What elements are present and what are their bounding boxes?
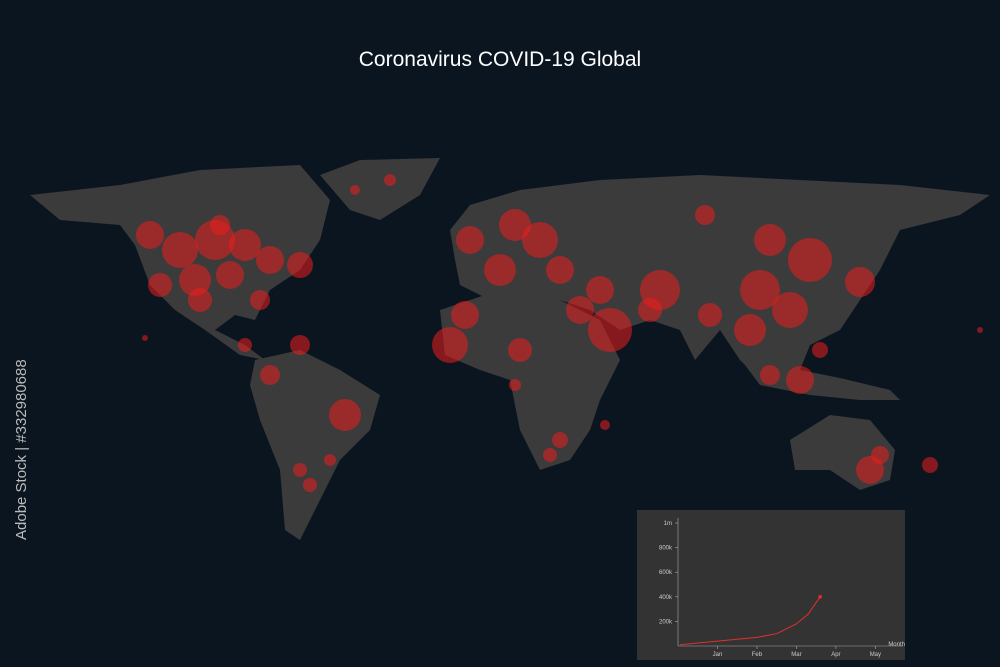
- outbreak-bubble: [256, 246, 284, 274]
- cases-line: [679, 596, 821, 646]
- y-tick-label: 400k: [659, 595, 673, 601]
- x-axis-label: Month: [888, 642, 905, 648]
- outbreak-bubble: [552, 432, 568, 448]
- outbreak-bubble: [142, 335, 148, 341]
- outbreak-bubble: [566, 296, 594, 324]
- outbreak-bubble: [293, 463, 307, 477]
- outbreak-bubble: [698, 303, 722, 327]
- outbreak-bubble: [922, 457, 938, 473]
- south-america: [250, 350, 380, 540]
- bubbles: [136, 174, 983, 492]
- eurasia: [450, 175, 990, 380]
- x-tick-label: Feb: [752, 652, 763, 658]
- indonesia: [745, 365, 900, 400]
- outbreak-bubble: [977, 327, 983, 333]
- outbreak-bubble: [179, 264, 211, 296]
- outbreak-bubble: [695, 205, 715, 225]
- outbreak-bubble: [432, 327, 468, 363]
- stock-id: Adobe Stock | #332980688: [13, 359, 30, 540]
- y-tick-label: 200k: [659, 619, 673, 625]
- outbreak-bubble: [484, 254, 516, 286]
- outbreak-bubble: [522, 222, 558, 258]
- outbreak-bubble: [760, 365, 780, 385]
- outbreak-bubble: [136, 221, 164, 249]
- outbreak-bubble: [250, 290, 270, 310]
- outbreak-bubble: [588, 308, 632, 352]
- y-tick-label: 800k: [659, 546, 673, 552]
- outbreak-bubble: [229, 229, 261, 261]
- outbreak-bubble: [216, 261, 244, 289]
- outbreak-bubble: [509, 379, 521, 391]
- outbreak-bubble: [586, 276, 614, 304]
- outbreak-bubble: [638, 298, 662, 322]
- outbreak-bubble: [600, 420, 610, 430]
- outbreak-bubble: [734, 314, 766, 346]
- outbreak-bubble: [754, 224, 786, 256]
- outbreak-bubble: [303, 478, 317, 492]
- africa: [440, 290, 620, 470]
- outbreak-bubble: [788, 238, 832, 282]
- outbreak-bubble: [384, 174, 396, 186]
- outbreak-bubble: [543, 448, 557, 462]
- outbreak-bubble: [238, 338, 252, 352]
- outbreak-bubble: [350, 185, 360, 195]
- outbreak-bubble: [786, 366, 814, 394]
- outbreak-bubble: [845, 267, 875, 297]
- outbreak-bubble: [812, 342, 828, 358]
- outbreak-bubble: [260, 365, 280, 385]
- outbreak-bubble: [329, 399, 361, 431]
- outbreak-bubble: [456, 226, 484, 254]
- x-tick-label: May: [870, 652, 881, 658]
- x-tick-label: Apr: [831, 652, 840, 658]
- outbreak-bubble: [508, 338, 532, 362]
- outbreak-bubble: [740, 270, 780, 310]
- outbreak-bubble: [499, 209, 531, 241]
- outbreak-bubble: [324, 454, 336, 466]
- outbreak-bubble: [546, 256, 574, 284]
- outbreak-bubble: [451, 301, 479, 329]
- inset-chart: [637, 510, 905, 660]
- outbreak-bubble: [210, 215, 230, 235]
- outbreak-bubble: [772, 292, 808, 328]
- outbreak-bubble: [148, 273, 172, 297]
- outbreak-bubble: [290, 335, 310, 355]
- greenland: [320, 158, 440, 220]
- cases-end-point: [818, 595, 822, 599]
- outbreak-bubble: [188, 288, 212, 312]
- x-tick-label: Jan: [713, 652, 723, 658]
- title: Coronavirus COVID-19 Global: [359, 48, 641, 71]
- outbreak-bubble: [287, 252, 313, 278]
- y-tick-label: 600k: [659, 570, 673, 576]
- y-tick-label: 1m: [664, 521, 672, 527]
- outbreak-bubble: [871, 446, 889, 464]
- x-tick-label: Mar: [791, 652, 801, 658]
- outbreak-bubble: [162, 232, 198, 268]
